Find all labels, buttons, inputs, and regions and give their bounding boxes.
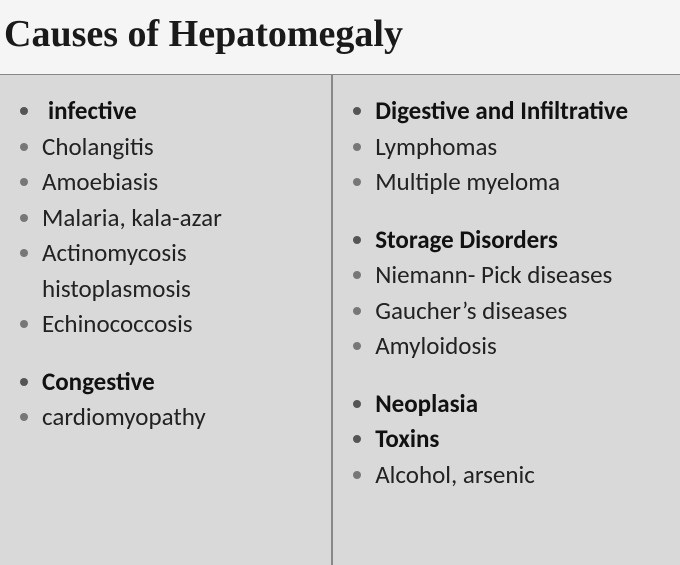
category-header: Digestive and Infiltrative [343, 93, 670, 129]
list-item: Actinomycosis histoplasmosis [10, 235, 321, 306]
page-title: Causes of Hepatomegaly [0, 12, 680, 56]
list-item: cardiomyopathy [10, 399, 321, 435]
list-item: Alcohol, arsenic [343, 457, 670, 493]
spacer [343, 200, 670, 222]
list-item: Niemann- Pick diseases [343, 257, 670, 293]
category-header: infective [10, 93, 321, 129]
right-list: Digestive and Infiltrative Lymphomas Mul… [343, 93, 670, 492]
list-item: Lymphomas [343, 129, 670, 165]
list-item: Malaria, kala-azar [10, 200, 321, 236]
list-item: Amyloidosis [343, 328, 670, 364]
list-item: Multiple myeloma [343, 164, 670, 200]
category-header: Toxins [343, 421, 670, 457]
spacer [10, 342, 321, 364]
title-bar: Causes of Hepatomegaly [0, 0, 680, 75]
category-header: Congestive [10, 364, 321, 400]
left-column: infective Cholangitis Amoebiasis Malaria… [0, 75, 333, 565]
list-item: Amoebiasis [10, 164, 321, 200]
list-item: Cholangitis [10, 129, 321, 165]
category-header: Neoplasia [343, 386, 670, 422]
right-column: Digestive and Infiltrative Lymphomas Mul… [333, 75, 680, 565]
left-list: infective Cholangitis Amoebiasis Malaria… [10, 93, 321, 435]
list-item: Gaucher’s diseases [343, 293, 670, 329]
category-header: Storage Disorders [343, 222, 670, 258]
content-area: infective Cholangitis Amoebiasis Malaria… [0, 75, 680, 565]
list-item: Echinococcosis [10, 306, 321, 342]
spacer [343, 364, 670, 386]
